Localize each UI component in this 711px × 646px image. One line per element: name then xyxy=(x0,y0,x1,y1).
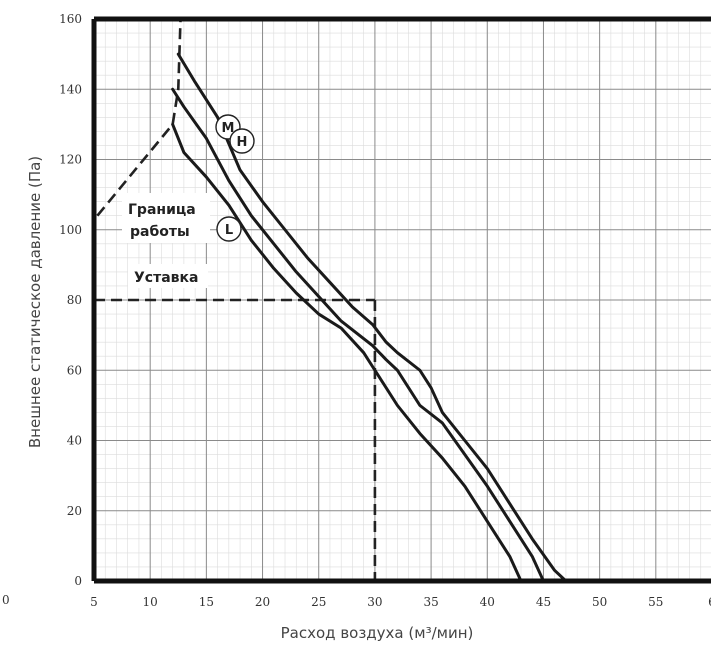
performance-curves xyxy=(171,52,568,583)
x-axis-title: Расход воздуха (м³/мин) xyxy=(281,624,474,642)
curve-label-l-text: L xyxy=(225,223,233,238)
major-grid xyxy=(94,19,711,581)
x-tick-label: 35 xyxy=(423,595,438,609)
y-tick-label: 100 xyxy=(59,223,82,237)
x-tick-label: 15 xyxy=(199,595,214,609)
boundary-label-line-1: Граница xyxy=(128,202,196,218)
setpoint-label-background xyxy=(128,264,208,288)
plot-frame xyxy=(91,16,711,584)
y-tick-label: 0 xyxy=(74,574,82,588)
x-tick-label: 50 xyxy=(592,595,607,609)
curve-h xyxy=(176,52,568,583)
x-tick-label: 5 xyxy=(90,595,98,609)
x-tick-label: 40 xyxy=(480,595,495,609)
curve-m xyxy=(171,87,545,583)
y-tick-label: 20 xyxy=(67,504,82,518)
x-tick-label: 10 xyxy=(143,595,158,609)
y-tick-label: 80 xyxy=(67,293,82,307)
curve-label-m-text: M xyxy=(222,121,235,136)
corner-label: 0 xyxy=(2,593,10,607)
y-axis-title: Внешнее статическое давление (Па) xyxy=(26,156,44,448)
x-tick-label: 45 xyxy=(536,595,551,609)
y-tick-label: 140 xyxy=(59,82,82,96)
x-tick-label: 55 xyxy=(648,595,663,609)
x-tick-label: 20 xyxy=(255,595,270,609)
x-tick-label: 25 xyxy=(311,595,326,609)
curve-label-h: H xyxy=(229,128,255,154)
y-tick-label: 60 xyxy=(67,363,82,377)
x-tick-label: 30 xyxy=(367,595,382,609)
setpoint-label: Уставка xyxy=(134,270,198,286)
curve-l xyxy=(171,122,523,583)
curve-label-h-text: H xyxy=(237,135,248,150)
y-tick-label: 40 xyxy=(67,434,82,448)
boundary-label-line-2: работы xyxy=(130,224,190,240)
boundary-label-background xyxy=(122,193,210,243)
y-tick-label: 160 xyxy=(59,12,82,26)
y-tick-label: 120 xyxy=(59,153,82,167)
curve-label-l: L xyxy=(216,216,242,242)
x-tick-label: 6 xyxy=(708,595,711,609)
tick-labels: 5101520253035404550556020406080100120140… xyxy=(59,12,711,609)
